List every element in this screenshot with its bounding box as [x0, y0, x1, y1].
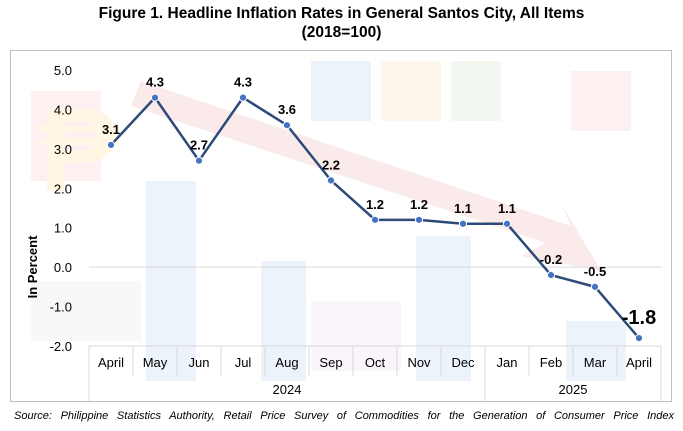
data-point [150, 93, 160, 102]
data-label: -0.2 [540, 252, 562, 267]
data-point [106, 140, 116, 150]
y-tick-label: 2.0 [54, 181, 72, 196]
x-tick-label: Jun [189, 355, 210, 370]
x-tick-label: Feb [540, 355, 562, 370]
data-point [238, 93, 248, 102]
data-label: 1.1 [454, 201, 472, 216]
data-label: -1.8 [622, 307, 656, 329]
data-point [590, 282, 600, 291]
y-axis-ticks: 5.0 4.0 3.0 2.0 1.0 0.0 -1.0 -2.0 [50, 63, 72, 354]
x-tick-label: Oct [365, 355, 386, 370]
data-point [282, 121, 292, 130]
chart-title-line2: (2018=100) [301, 24, 382, 41]
x-axis-ticks: April May Jun Jul Aug Sep Oct Nov Dec Jan Feb Mar Ap… [88, 346, 662, 401]
data-label: 1.2 [366, 197, 384, 212]
source-note: Source: Philippine Statistics Authority,… [14, 410, 674, 422]
data-label: 4.3 [146, 75, 164, 90]
y-tick-label: 4.0 [54, 102, 72, 117]
y-tick-label: -1.0 [50, 300, 72, 315]
data-point [326, 176, 336, 185]
axes [89, 266, 661, 347]
data-label: -0.5 [584, 264, 606, 279]
data-label: 4.3 [234, 75, 252, 90]
x-tick-label: Jan [497, 355, 518, 370]
data-label: 2.2 [322, 157, 340, 172]
y-tick-label: 1.0 [54, 221, 72, 236]
data-label: 1.1 [498, 201, 516, 216]
data-label: 1.2 [410, 197, 428, 212]
year-label: 2025 [559, 382, 588, 397]
x-tick-label: Sep [319, 355, 342, 370]
data-point [634, 334, 644, 343]
x-tick-label: Mar [584, 355, 607, 370]
y-tick-label: 3.0 [54, 142, 72, 157]
data-point [370, 215, 380, 224]
x-tick-label: April [626, 355, 652, 370]
data-point [414, 215, 424, 224]
data-point [194, 156, 204, 165]
x-tick-label: April [98, 355, 124, 370]
y-tick-label: -2.0 [50, 339, 72, 354]
chart-title-line1: Figure 1. Headline Inflation Rates in Ge… [98, 5, 585, 22]
y-tick-label: 5.0 [54, 63, 72, 78]
x-tick-label: Nov [407, 355, 431, 370]
data-label: 2.7 [190, 138, 208, 153]
data-labels: 3.1 4.3 2.7 4.3 3.6 2.2 1.2 1.2 1.1 1.1 -0.2 -0.5 -1… [102, 75, 656, 330]
x-tick-label: May [143, 355, 168, 370]
data-point [458, 219, 468, 228]
x-tick-label: Aug [275, 355, 298, 370]
chart-title: Figure 1. Headline Inflation Rates in Ge… [0, 4, 683, 42]
chart-frame: ₱ 5.0 4.0 3.0 2.0 1.0 0.0 -1.0 -2.0 April May Jun… [10, 50, 672, 402]
background-decoration: ₱ [31, 61, 631, 381]
svg-text:₱: ₱ [39, 83, 120, 217]
data-point [546, 270, 556, 280]
year-label: 2024 [273, 382, 302, 397]
y-tick-label: 0.0 [54, 260, 72, 275]
x-tick-label: Jul [235, 355, 252, 370]
x-tick-label: Dec [451, 355, 475, 370]
line-chart: ₱ 5.0 4.0 3.0 2.0 1.0 0.0 -1.0 -2.0 April May Jun… [25, 61, 662, 401]
data-point [502, 219, 512, 228]
data-label: 3.6 [278, 102, 296, 117]
y-axis-label: In Percent [25, 235, 40, 299]
series-line [106, 93, 644, 343]
data-label: 3.1 [102, 122, 120, 137]
